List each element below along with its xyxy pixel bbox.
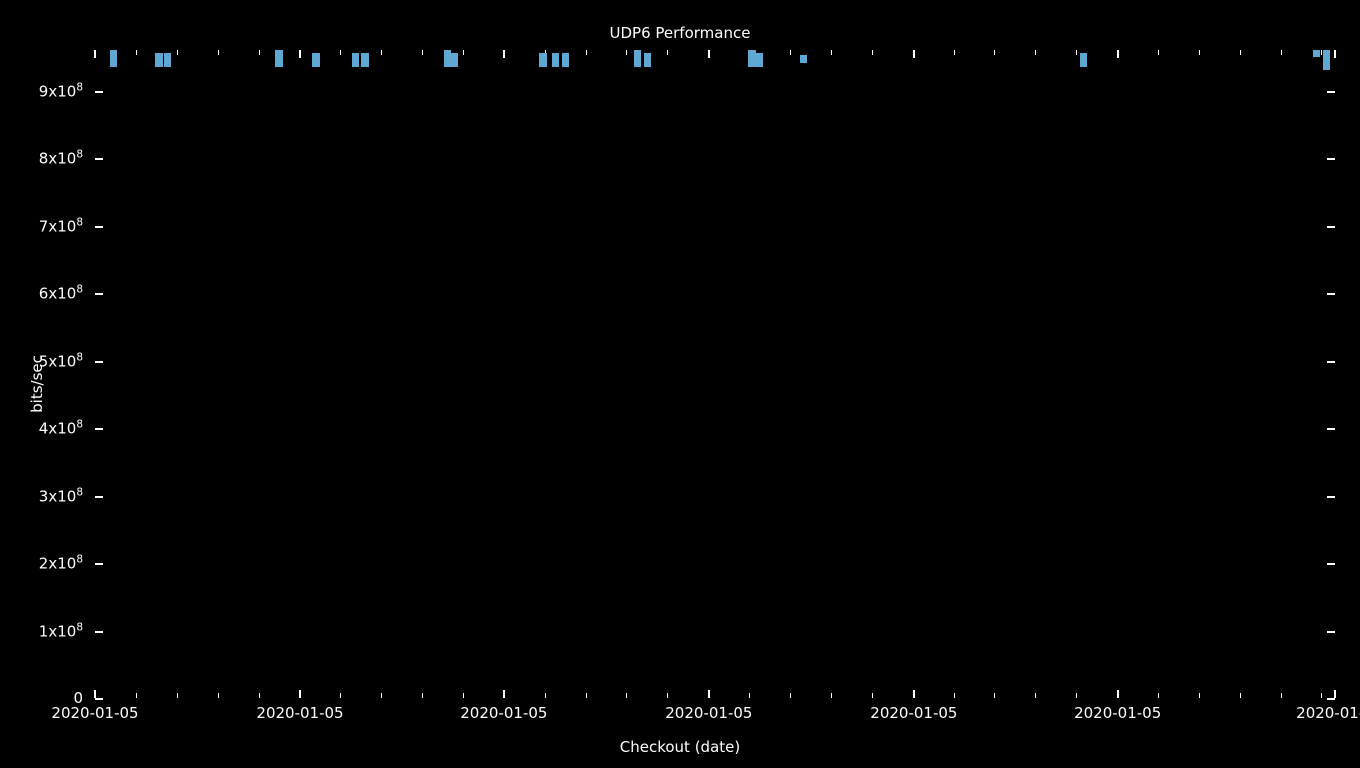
data-point — [1080, 53, 1087, 67]
ytick-mark — [95, 293, 103, 295]
data-point — [748, 50, 755, 67]
ytick-mark — [1327, 563, 1335, 565]
data-point — [164, 53, 171, 67]
data-point — [361, 53, 368, 67]
data-point — [451, 53, 458, 67]
data-point — [539, 53, 546, 67]
ytick-mark — [95, 158, 103, 160]
xtick-mark — [1117, 50, 1119, 58]
xtick-mark — [913, 690, 915, 698]
data-point — [1313, 50, 1320, 57]
ytick-mark — [95, 496, 103, 498]
data-point — [444, 50, 451, 67]
ytick-label: 7x108 — [39, 216, 83, 235]
xtick-mark — [1334, 690, 1336, 698]
ytick-mark — [1327, 226, 1335, 228]
xtick-mark — [503, 690, 505, 698]
xtick-mark — [708, 50, 710, 58]
ytick-mark — [1327, 698, 1335, 700]
x-axis-label: Checkout (date) — [0, 738, 1360, 756]
ytick-mark — [95, 563, 103, 565]
xtick-mark — [299, 690, 301, 698]
ytick-mark — [1327, 158, 1335, 160]
ytick-mark — [95, 428, 103, 430]
data-point — [562, 53, 569, 67]
ytick-label: 4x108 — [39, 419, 83, 438]
data-point — [155, 53, 162, 67]
ytick-label: 2x108 — [39, 554, 83, 573]
ytick-label: 9x108 — [39, 81, 83, 100]
plot-area: 01x1082x1083x1084x1085x1086x1087x1088x10… — [95, 50, 1335, 698]
ytick-mark — [1327, 428, 1335, 430]
ytick-mark — [95, 226, 103, 228]
ytick-label: 1x108 — [39, 621, 83, 640]
ytick-label: 6x108 — [39, 284, 83, 303]
xtick-label: 2020-01-05 — [256, 704, 343, 722]
ytick-label: 8x108 — [39, 149, 83, 168]
data-point — [110, 50, 117, 67]
ytick-mark — [95, 698, 103, 700]
xtick-mark — [94, 690, 96, 698]
xtick-label: 2020-01-05 — [665, 704, 752, 722]
data-point — [312, 53, 319, 67]
xtick-mark — [913, 50, 915, 58]
data-point — [800, 55, 807, 63]
data-point — [552, 53, 559, 67]
ytick-label: 3x108 — [39, 486, 83, 505]
ytick-label: 5x108 — [39, 351, 83, 370]
ytick-mark — [1327, 91, 1335, 93]
xtick-label: 2020-01-05 — [51, 704, 138, 722]
xtick-mark — [1117, 690, 1119, 698]
xtick-mark — [503, 50, 505, 58]
chart-title: UDP6 Performance — [0, 24, 1360, 42]
xtick-mark — [1334, 50, 1336, 58]
ytick-mark — [95, 91, 103, 93]
data-point — [275, 50, 282, 67]
ytick-mark — [95, 631, 103, 633]
chart-container: UDP6 Performance bits/sec Checkout (date… — [0, 0, 1360, 768]
xtick-mark — [708, 690, 710, 698]
data-point — [756, 53, 763, 67]
xtick-label: 2020-01-05 — [460, 704, 547, 722]
xtick-label: 2020-01-05 — [870, 704, 957, 722]
xtick-label: 2020-01-05 — [1074, 704, 1161, 722]
xtick-mark — [94, 50, 96, 58]
data-point — [352, 53, 359, 67]
ytick-mark — [1327, 496, 1335, 498]
ytick-mark — [95, 361, 103, 363]
ytick-mark — [1327, 361, 1335, 363]
data-point — [634, 50, 641, 67]
ytick-mark — [1327, 293, 1335, 295]
data-point — [644, 53, 651, 67]
ytick-mark — [1327, 631, 1335, 633]
xtick-mark — [299, 50, 301, 58]
data-point — [1323, 50, 1330, 70]
xtick-label: 2020-01-0 — [1296, 704, 1360, 722]
